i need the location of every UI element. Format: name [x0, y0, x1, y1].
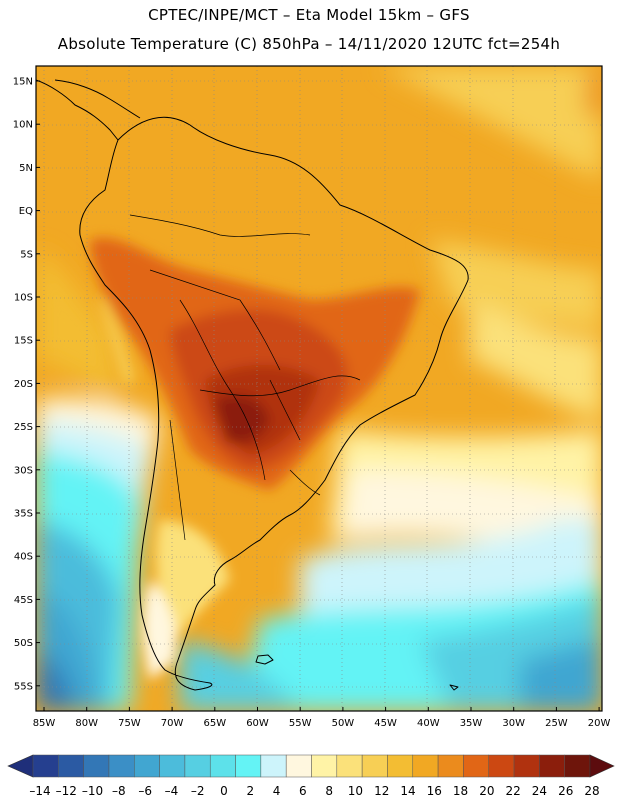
- colorbar-swatch: [32, 754, 59, 778]
- falklands: [255, 654, 274, 665]
- latitude-label: 40S: [14, 552, 33, 563]
- latitude-label: 5N: [19, 163, 33, 174]
- colorbar-swatch: [159, 754, 186, 778]
- colorbar: –14 –12 –10 –8 –6 –4 –2 0 2 4 6 8 10 12 14 16 18 20 22 24 26…: [7, 754, 615, 798]
- colorbar-swatch: [564, 754, 591, 778]
- colorbar-swatch: [134, 754, 160, 778]
- longitude-label: 35W: [460, 718, 483, 729]
- colorbar-label: 10: [348, 784, 363, 798]
- map-title-line2: Absolute Temperature (C) 850hPa – 14/11/…: [57, 35, 561, 53]
- colorbar-label: 0: [220, 784, 228, 798]
- colorbar-swatch: [539, 754, 565, 778]
- longitude-label: 70W: [161, 718, 184, 729]
- longitude-label: 20W: [588, 718, 611, 729]
- longitude-label: 45W: [374, 718, 397, 729]
- colorbar-min-arrow: [7, 754, 34, 778]
- colorbar-label: –4: [165, 784, 179, 798]
- latitude-labels: 15N 10N 5N EQ 5S 10S 15S 20S 25S 30S 35S 40S 45S 50S 5…: [13, 77, 40, 692]
- colorbar-label: 26: [558, 784, 573, 798]
- longitude-label: 25W: [545, 718, 568, 729]
- colorbar-label: –2: [191, 784, 205, 798]
- latitude-label: 20S: [14, 379, 33, 390]
- colorbar-swatch: [83, 754, 110, 778]
- colorbar-label: 22: [506, 784, 521, 798]
- colorbar-swatch: [488, 754, 515, 778]
- latitude-label: 35S: [14, 509, 33, 520]
- colorbar-label: 20: [479, 784, 494, 798]
- caribbean-coast: [54, 79, 141, 119]
- colorbar-swatch: [209, 754, 236, 778]
- latitude-label: 30S: [14, 465, 33, 476]
- colorbar-swatch: [336, 754, 363, 778]
- colorbar-label: 14: [400, 784, 415, 798]
- colorbar-swatch: [58, 754, 84, 778]
- colorbar-swatch: [184, 754, 211, 778]
- latitude-label: EQ: [19, 206, 33, 217]
- colorbar-label: 28: [584, 784, 599, 798]
- colorbar-swatch: [513, 754, 540, 778]
- colorbar-swatch: [387, 754, 414, 778]
- latitude-label: 5S: [20, 249, 33, 260]
- colorbar-swatch: [285, 754, 312, 778]
- longitude-label: 55W: [289, 718, 312, 729]
- central-america-coastline: [36, 79, 119, 141]
- map-frame: [35, 65, 603, 712]
- latitude-label: 55S: [14, 681, 33, 692]
- south-america-coastline: [79, 116, 469, 691]
- colorbar-swatch: [260, 754, 287, 778]
- colorbar-label: 18: [453, 784, 468, 798]
- latitude-label: 10S: [14, 293, 33, 304]
- colorbar-label: –10: [82, 784, 103, 798]
- longitude-label: 65W: [203, 718, 226, 729]
- colorbar-label: –12: [56, 784, 77, 798]
- colorbar-swatch: [412, 754, 439, 778]
- colorbar-label: –14: [29, 784, 50, 798]
- latitude-label: 50S: [14, 638, 33, 649]
- map-title-line1: CPTEC/INPE/MCT – Eta Model 15km – GFS: [148, 6, 470, 24]
- coastlines: [36, 79, 469, 691]
- latitude-label: 25S: [14, 422, 33, 433]
- colorbar-swatch: [437, 754, 464, 778]
- country-borders: [129, 214, 361, 541]
- longitude-label: 50W: [332, 718, 355, 729]
- colorbar-label: –6: [138, 784, 152, 798]
- latitude-label: 15S: [14, 336, 33, 347]
- longitude-label: 75W: [118, 718, 141, 729]
- colorbar-label: 12: [374, 784, 389, 798]
- colorbar-label: 16: [427, 784, 442, 798]
- colorbar-label: 8: [325, 784, 333, 798]
- latitude-label: 15N: [13, 77, 33, 88]
- longitude-labels: 85W 80W 75W 70W 65W 60W 55W 50W 45W 40W 35W 30W 25W 2…: [33, 707, 611, 729]
- colorbar-swatch: [235, 754, 262, 778]
- colorbar-swatch: [463, 754, 489, 778]
- colorbar-label: –8: [112, 784, 126, 798]
- colorbar-label: 2: [246, 784, 254, 798]
- colorbar-swatch: [361, 754, 388, 778]
- colorbar-label: 6: [299, 784, 307, 798]
- colorbar-max-arrow: [589, 754, 615, 778]
- longitude-label: 30W: [502, 718, 525, 729]
- temperature-field: [36, 66, 602, 711]
- colorbar-label: 24: [532, 784, 547, 798]
- colorbar-label: 4: [273, 784, 281, 798]
- south-georgia: [449, 684, 459, 691]
- longitude-label: 85W: [33, 718, 56, 729]
- latitude-label: 10N: [13, 120, 33, 131]
- colorbar-swatch: [108, 754, 135, 778]
- longitude-label: 40W: [417, 718, 440, 729]
- longitude-label: 60W: [246, 718, 269, 729]
- latitude-label: 45S: [14, 595, 33, 606]
- colorbar-swatch: [311, 754, 338, 778]
- longitude-label: 80W: [75, 718, 98, 729]
